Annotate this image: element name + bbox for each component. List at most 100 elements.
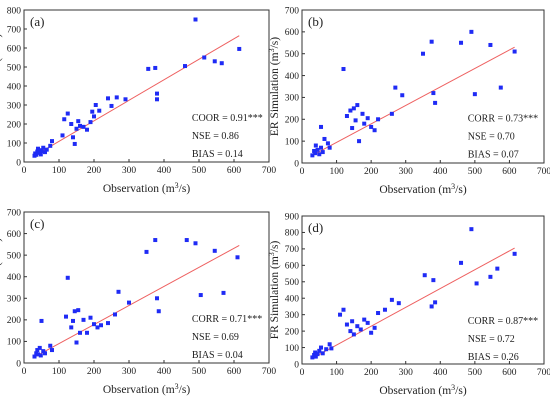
data-point [36,352,40,357]
data-point [382,307,387,312]
data-point [365,116,370,121]
y-tick-label: 300 [285,94,300,104]
data-point [327,342,332,347]
significance-stars: *** [248,113,263,124]
data-point [90,109,95,114]
data-point [396,301,401,306]
y-tick-label: 0 [294,159,299,169]
data-point [35,348,40,353]
y-axis-title-tail: /s) [0,238,3,250]
x-tick-label: 700 [537,368,550,378]
data-point [488,42,493,47]
x-axis-title-tail: /s) [455,184,467,196]
y-tick-label: 900 [285,212,300,222]
data-point [474,281,479,286]
y-axis-title: STA Simulation (m3/s) [0,33,3,138]
y-tick-label: 400 [7,82,22,92]
data-point [344,114,349,119]
data-point [320,150,325,155]
chart-panel-c: 0 100 200 300 400 500 600 700 0 100 200 300 400 500 60… [0,208,276,396]
data-point [353,118,358,123]
y-tick-label: 800 [285,229,300,239]
x-tick-label: 400 [433,167,448,177]
data-point [114,95,119,100]
x-axis-title: Observation (m3/s) [103,382,191,396]
data-point [193,241,198,246]
y-tick-label: 400 [285,295,300,305]
data-point [350,126,355,131]
data-point [88,120,93,125]
y-tick-label: 500 [7,251,22,261]
y-tick-label: 0 [16,158,21,168]
fit-line [312,46,515,156]
data-point [184,238,189,243]
x-tick-label: 500 [192,367,207,377]
data-point [315,147,320,152]
data-point [319,145,324,150]
data-point [116,289,121,294]
data-point [355,103,360,108]
y-tick-label: 200 [7,120,22,130]
data-point [376,311,381,316]
data-point [76,119,81,124]
x-tick-label: 300 [399,167,414,177]
x-axis-title-main: Observation (m [379,184,451,196]
data-point [48,143,53,148]
y-axis-title: LR Simulation (m3/s) [0,238,3,337]
data-point [431,278,436,283]
y-tick-label: 800 [7,6,22,16]
x-axis-title-superscript: 3 [451,182,455,191]
x-axis-title: Observation (m3/s) [379,182,467,196]
data-point [88,315,93,320]
data-point [433,300,438,305]
stat-label: CORR = 0.73*** [468,114,538,125]
x-tick-label: 500 [468,167,483,177]
stat-value: BIAS = 0.26 [468,352,519,363]
y-tick-label: 100 [7,139,22,149]
data-point [369,330,374,335]
significance-stars: *** [523,316,538,327]
data-point [212,59,217,64]
y-tick-label: 600 [7,230,22,240]
y-tick-label: 100 [285,344,300,354]
x-tick-label: 0 [22,166,27,176]
stat-value: NSE = 0.72 [468,334,515,345]
data-point [156,309,161,314]
y-tick-label: 600 [7,44,22,54]
y-axis-title-tail: /s) [269,241,281,253]
data-point [313,350,318,355]
x-axis-title-tail: /s) [179,384,191,396]
data-point [237,46,242,51]
data-point [34,152,39,157]
data-point [358,327,363,332]
data-point [93,103,98,107]
data-point [50,348,54,353]
x-tick-label: 0 [22,367,27,377]
data-point [92,322,96,327]
x-axis-title: Observation (m3/s) [379,383,467,397]
stat-label: NSE = 0.86 [192,131,239,142]
data-point [155,97,159,102]
data-point [421,51,425,56]
data-point [348,329,353,334]
panel-label: (a) [30,14,44,29]
data-point [202,55,207,60]
data-point [72,141,77,146]
data-point [76,308,81,313]
data-point [43,351,47,356]
data-point [459,260,464,265]
y-tick-label: 0 [16,359,21,369]
y-tick-label: 500 [7,63,22,73]
panel-label: (c) [30,216,44,231]
y-axis-title: ER Simulation (m3/s) [267,37,281,136]
stat-value: COOR = 0.91 [192,113,248,124]
data-point [219,61,224,66]
data-point [69,122,74,126]
data-point [41,349,46,354]
data-point [60,133,65,138]
data-point [372,128,377,133]
data-point [78,123,82,128]
x-tick-label: 0 [300,167,305,177]
data-point [72,309,77,314]
